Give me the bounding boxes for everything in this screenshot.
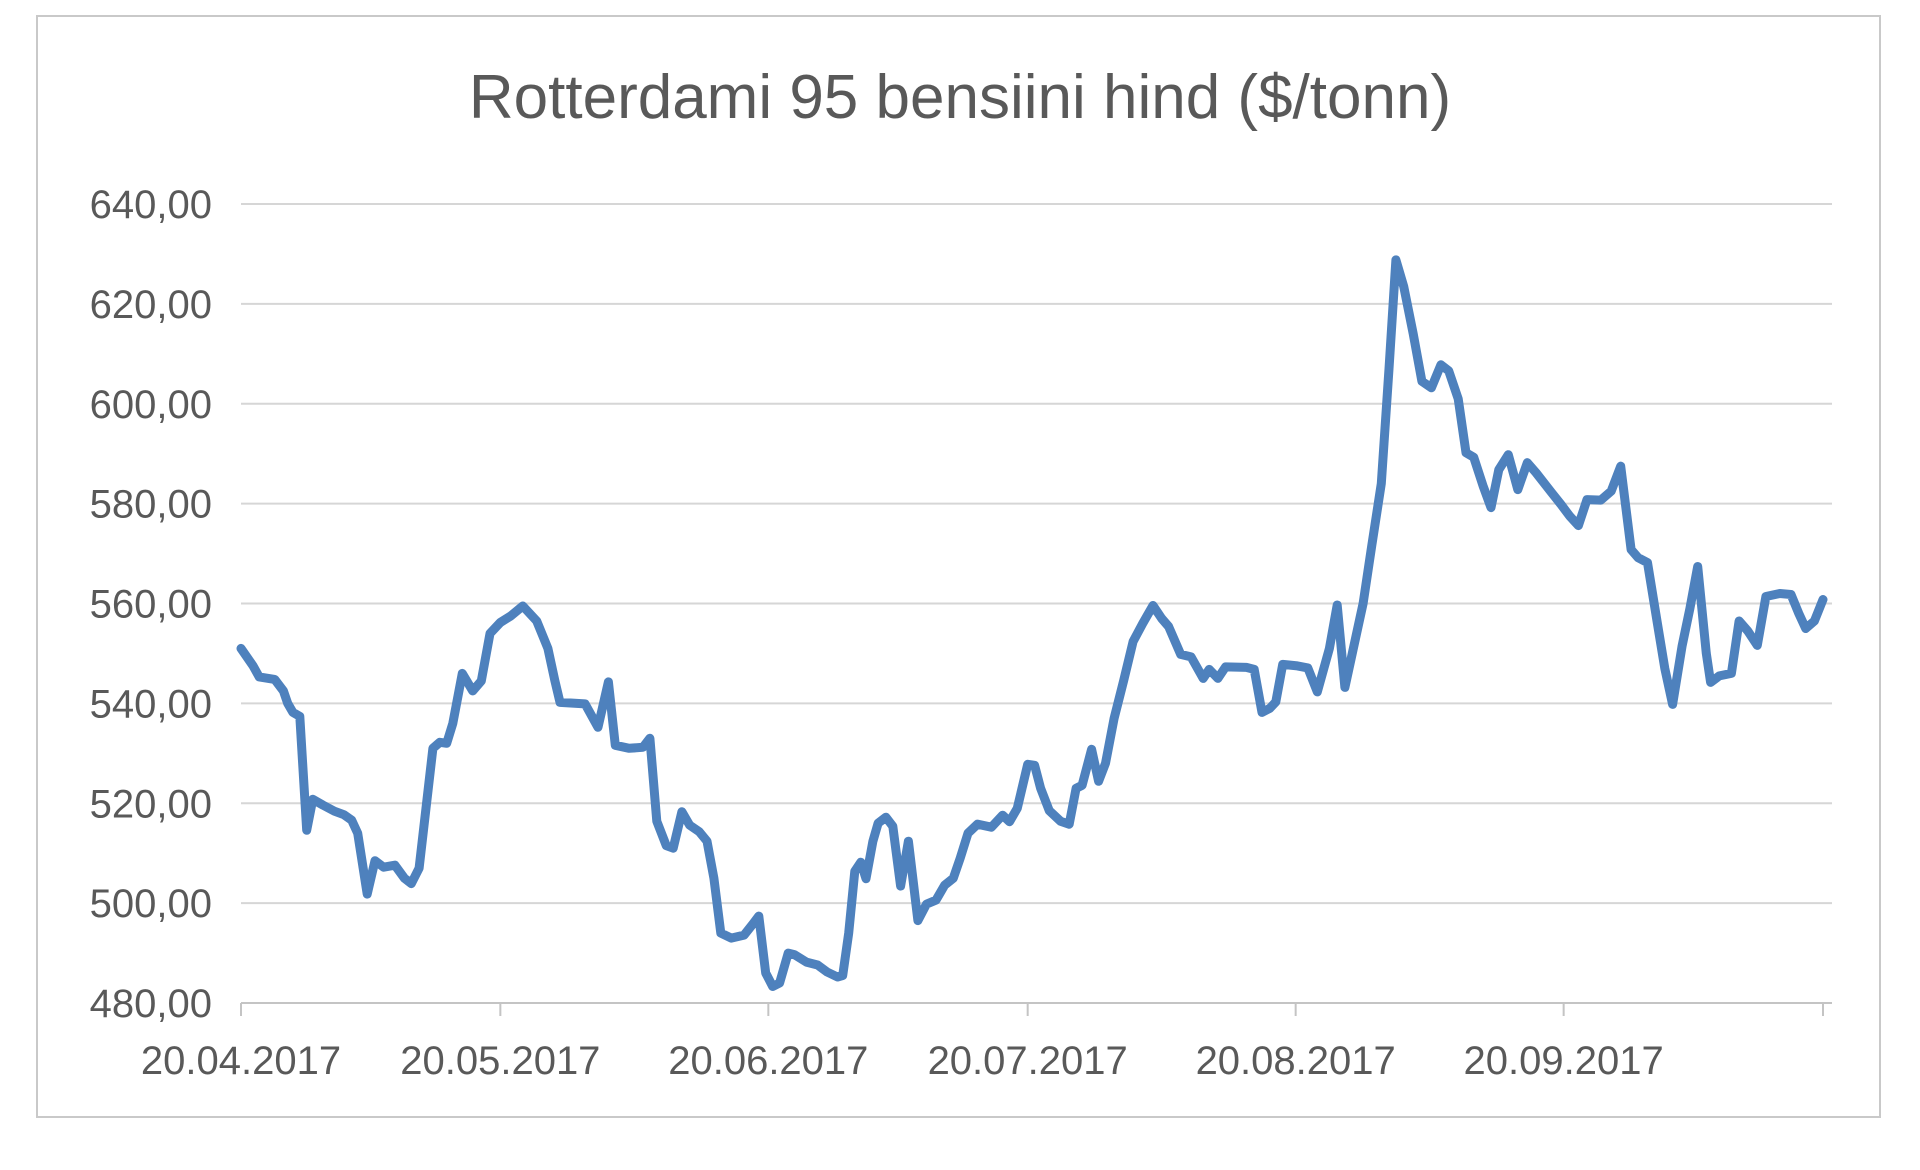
y-tick-label-560: 560,00 bbox=[90, 583, 212, 627]
y-tick-label-620: 620,00 bbox=[90, 283, 212, 327]
x-tick-label-20.06.2017: 20.06.2017 bbox=[668, 1039, 868, 1083]
chart-border bbox=[36, 15, 1881, 1118]
y-axis-labels: 480,00 500,00 520,00 540,00 560,00 580,00 600,… bbox=[90, 183, 212, 1026]
y-tick-label-500: 500,00 bbox=[90, 882, 212, 926]
price-series-line bbox=[236, 255, 1828, 991]
x-tick-label-20.05.2017: 20.05.2017 bbox=[400, 1039, 600, 1083]
y-tick-label-640: 640,00 bbox=[90, 183, 212, 227]
chart-title: Rotterdami 95 bensiini hind ($/tonn) bbox=[469, 63, 1451, 132]
x-tick-label-20.04.2017: 20.04.2017 bbox=[141, 1039, 341, 1083]
y-tick-label-520: 520,00 bbox=[90, 782, 212, 826]
y-tick-label-540: 540,00 bbox=[90, 682, 212, 726]
y-tick-label-600: 600,00 bbox=[90, 383, 212, 427]
y-tick-label-580: 580,00 bbox=[90, 483, 212, 527]
x-axis-labels: 20.04.2017 20.05.2017 20.06.2017 20.07.2017… bbox=[141, 1039, 1664, 1083]
x-axis bbox=[240, 1002, 1832, 1016]
x-tick-label-20.08.2017: 20.08.2017 bbox=[1196, 1039, 1396, 1083]
y-tick-label-480: 480,00 bbox=[90, 982, 212, 1026]
x-tick-label-20.07.2017: 20.07.2017 bbox=[928, 1039, 1128, 1083]
x-tick-label-20.09.2017: 20.09.2017 bbox=[1464, 1039, 1664, 1083]
gridlines bbox=[241, 203, 1832, 905]
